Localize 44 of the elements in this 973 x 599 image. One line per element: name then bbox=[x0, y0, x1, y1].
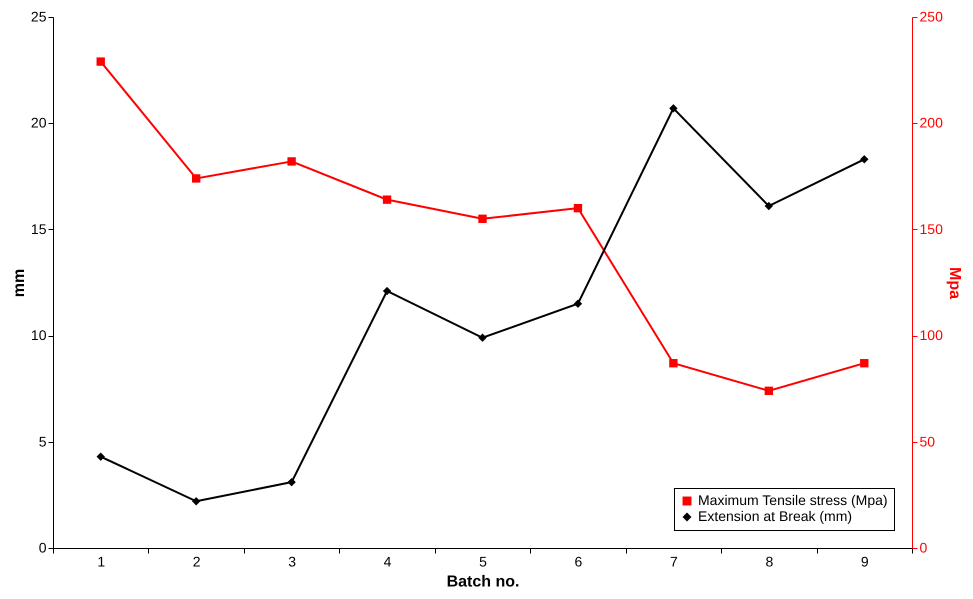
point bbox=[764, 202, 774, 210]
y-tick-label: 5 bbox=[38, 433, 47, 450]
legend-label: Extension at Break (mm) bbox=[698, 508, 852, 524]
point bbox=[192, 174, 200, 183]
y-tick-label: 0 bbox=[38, 540, 47, 556]
y-tick-label: 10 bbox=[30, 327, 47, 344]
point bbox=[192, 497, 200, 506]
x-tick-label: 5 bbox=[479, 554, 488, 570]
y-axis-title: mm bbox=[10, 268, 28, 298]
point bbox=[96, 57, 105, 66]
y2-tick-label: 250 bbox=[920, 8, 944, 24]
x-tick-label: 8 bbox=[765, 554, 774, 570]
point bbox=[287, 478, 296, 486]
y-tick-label: 15 bbox=[30, 220, 47, 237]
y2-axis-title: Mpa bbox=[946, 267, 963, 300]
y2-tick-label: 50 bbox=[920, 433, 936, 450]
y-tick-label: 25 bbox=[30, 8, 47, 24]
x-tick-label: 6 bbox=[574, 554, 583, 570]
x-tick-label: 4 bbox=[384, 554, 392, 570]
point bbox=[96, 452, 105, 461]
y2-tick-label: 100 bbox=[920, 327, 944, 344]
y2-tick-label: 0 bbox=[920, 540, 928, 556]
point bbox=[287, 157, 296, 166]
point bbox=[574, 300, 582, 308]
x-axis-title: Batch no. bbox=[446, 574, 520, 590]
point bbox=[478, 214, 487, 223]
point bbox=[382, 195, 392, 204]
point bbox=[574, 204, 582, 212]
x-tick-label: 3 bbox=[288, 554, 296, 570]
y2-tick-label: 200 bbox=[920, 114, 944, 131]
point bbox=[669, 104, 678, 113]
point bbox=[669, 359, 678, 368]
point bbox=[860, 359, 868, 368]
y-tick-label: 20 bbox=[30, 114, 47, 131]
point bbox=[382, 286, 392, 296]
x-tick-label: 7 bbox=[670, 554, 678, 570]
x-tick-label: 2 bbox=[192, 554, 201, 570]
x-tick-label: 9 bbox=[860, 554, 869, 570]
x-tick-label: 1 bbox=[97, 554, 106, 570]
point bbox=[860, 155, 868, 164]
y2-tick-label: 150 bbox=[920, 220, 944, 237]
legend-label: Maximum Tensile stress (Mpa) bbox=[698, 492, 888, 508]
point bbox=[478, 334, 487, 342]
point bbox=[764, 386, 774, 396]
